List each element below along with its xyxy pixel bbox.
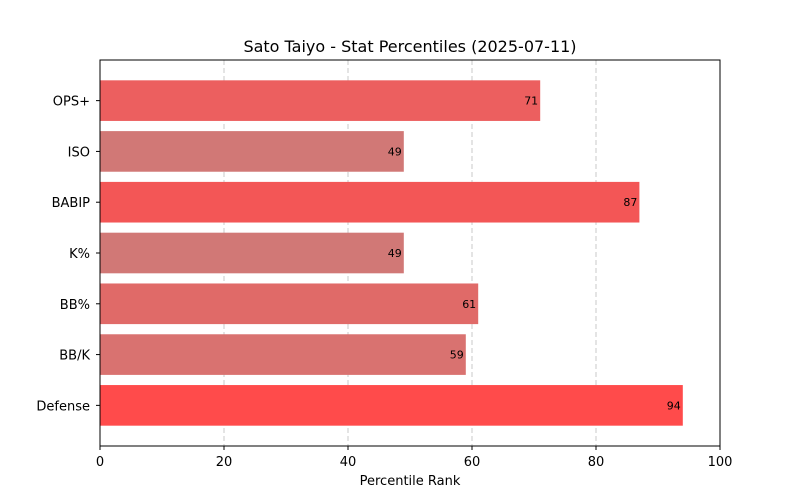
y-tick-label: ISO bbox=[68, 145, 90, 160]
bar-K% bbox=[100, 232, 404, 274]
y-axis-ticks: OPS+ ISO BABIP K% BB% BB/K Defense bbox=[36, 95, 100, 414]
y-tick-label: K% bbox=[69, 247, 90, 262]
x-tick-label: 20 bbox=[216, 455, 233, 470]
y-tick-label: BB/K bbox=[59, 349, 90, 364]
bar-value-label: 94 bbox=[667, 399, 681, 412]
bars bbox=[100, 80, 683, 426]
x-tick-label: 40 bbox=[340, 455, 357, 470]
x-tick-label: 100 bbox=[708, 455, 733, 470]
x-tick-label: 0 bbox=[96, 455, 104, 470]
bar-value-label: 59 bbox=[450, 349, 464, 362]
bar-ISO bbox=[100, 131, 404, 172]
y-tick-label: OPS+ bbox=[53, 95, 90, 110]
bar-value-label: 49 bbox=[388, 247, 402, 260]
bar-value-labels: 71 49 87 49 61 59 94 bbox=[388, 95, 681, 413]
x-axis-ticks: 0 20 40 60 80 100 bbox=[96, 446, 733, 470]
bar-value-label: 71 bbox=[524, 95, 538, 108]
bar-value-label: 49 bbox=[388, 145, 402, 158]
y-tick-label: BB% bbox=[60, 298, 90, 313]
bar-value-label: 87 bbox=[623, 196, 637, 209]
bar-Defense bbox=[100, 385, 683, 426]
x-tick-label: 60 bbox=[464, 455, 481, 470]
y-tick-label: Defense bbox=[36, 399, 90, 414]
y-tick-label: BABIP bbox=[52, 196, 91, 211]
x-axis-label: Percentile Rank bbox=[360, 474, 461, 489]
bar-BB% bbox=[100, 283, 479, 325]
bar-BABIP bbox=[100, 181, 640, 223]
bar-OPS+ bbox=[100, 80, 541, 121]
chart-title: Sato Taiyo - Stat Percentiles (2025-07-1… bbox=[243, 37, 576, 56]
x-tick-label: 80 bbox=[588, 455, 605, 470]
bar-value-label: 61 bbox=[462, 298, 476, 311]
bar-BB/K bbox=[100, 334, 466, 375]
plot-frame bbox=[99, 59, 721, 447]
